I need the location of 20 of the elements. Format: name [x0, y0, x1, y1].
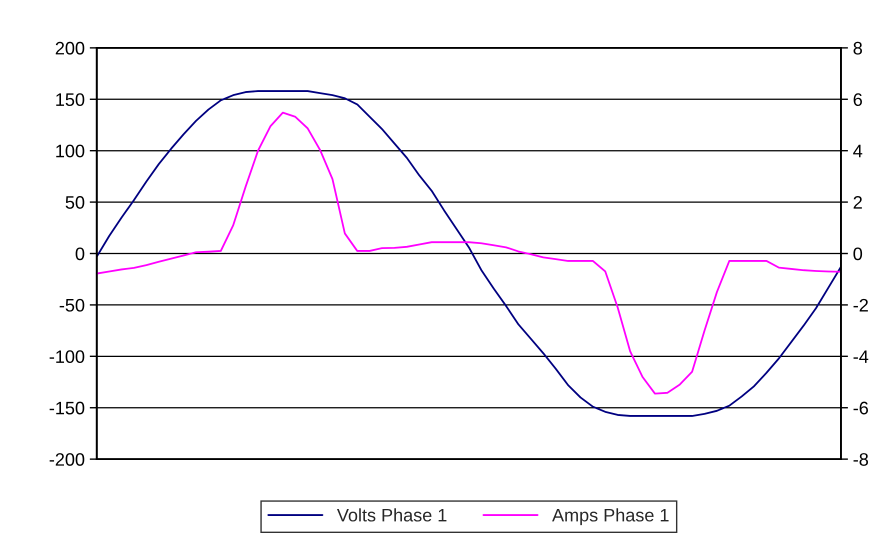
y2-tick-label: -8 — [854, 453, 868, 466]
y2-tick-label: 4 — [853, 144, 862, 158]
y2-tick-label: -4 — [854, 350, 868, 363]
y2-tick-label: 2 — [854, 196, 862, 209]
y-tick-label: 150 — [56, 93, 84, 106]
y2-tick-label: 6 — [854, 93, 862, 106]
y2-tick-label: 0 — [853, 247, 862, 260]
y-tick-label: -150 — [50, 402, 84, 414]
y2-tick-label: 8 — [854, 42, 862, 55]
y-tick-label: -200 — [50, 453, 84, 466]
y-tick-label: 200 — [56, 42, 84, 55]
legend-label: Amps Phase 1 — [552, 508, 669, 526]
y2-tick-label: -2 — [854, 298, 868, 312]
y-tick-label: -100 — [50, 350, 84, 364]
y-tick-label: 50 — [66, 196, 84, 209]
y-tick-label: -50 — [60, 298, 84, 312]
y-tick-label: 0 — [76, 247, 84, 260]
y2-tick-label: -6 — [854, 402, 868, 414]
y-tick-label: 100 — [56, 144, 84, 158]
legend-label: Volts Phase 1 — [336, 508, 446, 522]
